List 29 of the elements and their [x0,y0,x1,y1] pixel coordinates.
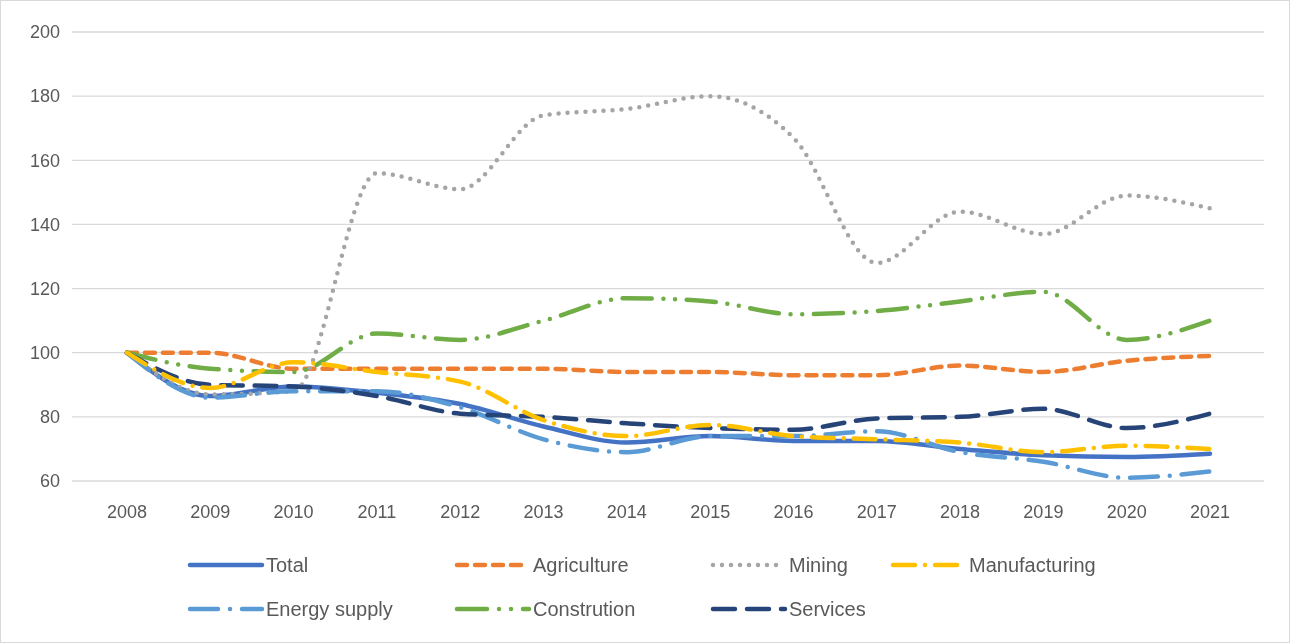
x-tick-label: 2014 [606,502,647,522]
x-tick-label: 2008 [106,502,148,522]
legend-label: Total [266,554,309,576]
x-tick-label: 2015 [690,502,731,522]
legend-label: Manufacturing [969,554,1096,576]
x-tick-label: 2016 [773,502,814,522]
y-tick-label: 160 [29,150,60,171]
y-tick-label: 200 [29,22,60,43]
x-tick-label: 2017 [856,502,897,522]
legend-label: Energy supply [266,598,393,620]
y-tick-label: 60 [39,471,60,492]
x-tick-label: 2018 [940,502,981,522]
x-tick-label: 2011 [357,502,397,522]
x-tick-label: 2013 [523,502,564,522]
x-tick-label: 2010 [273,502,314,522]
x-tick-label: 2009 [190,502,231,522]
y-tick-label: 80 [39,407,60,428]
x-tick-label: 2012 [440,502,481,522]
y-tick-label: 100 [29,343,60,364]
legend-label: Services [789,598,866,620]
y-tick-label: 140 [29,214,60,235]
x-tick-label: 2021 [1189,502,1231,522]
y-tick-label: 120 [29,278,60,299]
legend-label: Mining [789,554,848,576]
x-tick-label: 2019 [1023,502,1064,522]
legend-label: Constrution [533,598,636,620]
y-tick-label: 180 [29,86,60,107]
legend-label: Agriculture [533,554,629,576]
x-tick-label: 2020 [1106,502,1147,522]
